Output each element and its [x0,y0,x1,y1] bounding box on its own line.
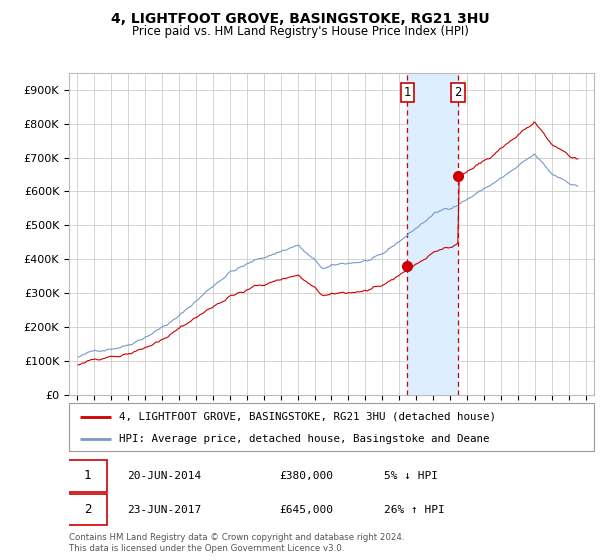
Text: Price paid vs. HM Land Registry's House Price Index (HPI): Price paid vs. HM Land Registry's House … [131,25,469,38]
Text: Contains HM Land Registry data © Crown copyright and database right 2024.
This d: Contains HM Land Registry data © Crown c… [69,533,404,553]
Text: 5% ↓ HPI: 5% ↓ HPI [384,471,438,481]
Text: 20-JUN-2014: 20-JUN-2014 [127,471,201,481]
Text: 1: 1 [84,469,91,482]
Text: 1: 1 [403,86,411,99]
Text: 26% ↑ HPI: 26% ↑ HPI [384,505,445,515]
FancyBboxPatch shape [68,494,107,525]
Text: £380,000: £380,000 [279,471,333,481]
Bar [407,73,458,395]
Text: HPI: Average price, detached house, Basingstoke and Deane: HPI: Average price, detached house, Basi… [119,434,490,444]
Text: 2: 2 [454,86,462,99]
FancyBboxPatch shape [68,460,107,492]
Text: 4, LIGHTFOOT GROVE, BASINGSTOKE, RG21 3HU (detached house): 4, LIGHTFOOT GROVE, BASINGSTOKE, RG21 3H… [119,412,496,422]
Text: 23-JUN-2017: 23-JUN-2017 [127,505,201,515]
Text: 2: 2 [84,503,91,516]
Text: 4, LIGHTFOOT GROVE, BASINGSTOKE, RG21 3HU: 4, LIGHTFOOT GROVE, BASINGSTOKE, RG21 3H… [110,12,490,26]
Text: £645,000: £645,000 [279,505,333,515]
